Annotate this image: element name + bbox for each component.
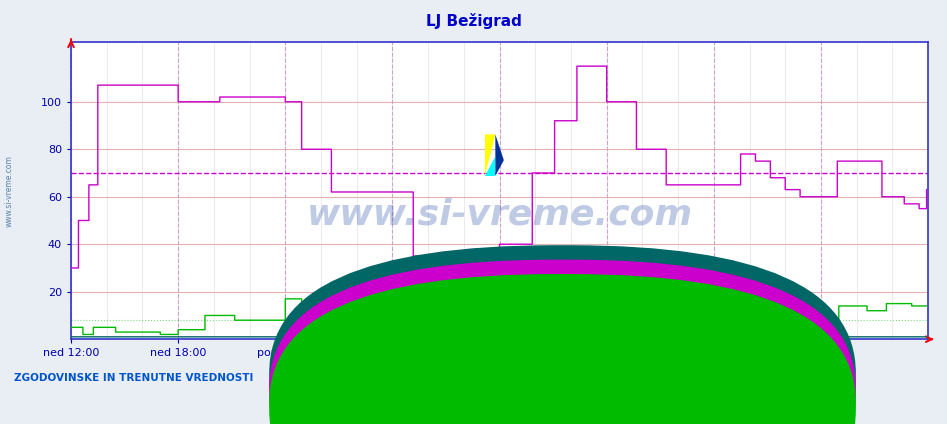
Text: NO2 [ppm]: NO2 [ppm] [578, 401, 639, 411]
Polygon shape [485, 157, 495, 176]
Text: O3 [ppm]: O3 [ppm] [578, 387, 631, 397]
Polygon shape [485, 134, 495, 176]
Text: www.si-vreme.com: www.si-vreme.com [307, 198, 692, 232]
Text: SO2 [ppm]: SO2 [ppm] [578, 372, 638, 382]
Text: www.si-vreme.com: www.si-vreme.com [5, 155, 14, 227]
Polygon shape [495, 134, 504, 176]
Text: ZGODOVINSKE IN TRENUTNE VREDNOSTI: ZGODOVINSKE IN TRENUTNE VREDNOSTI [14, 373, 254, 383]
Text: LJ Bežigrad: LJ Bežigrad [425, 13, 522, 29]
